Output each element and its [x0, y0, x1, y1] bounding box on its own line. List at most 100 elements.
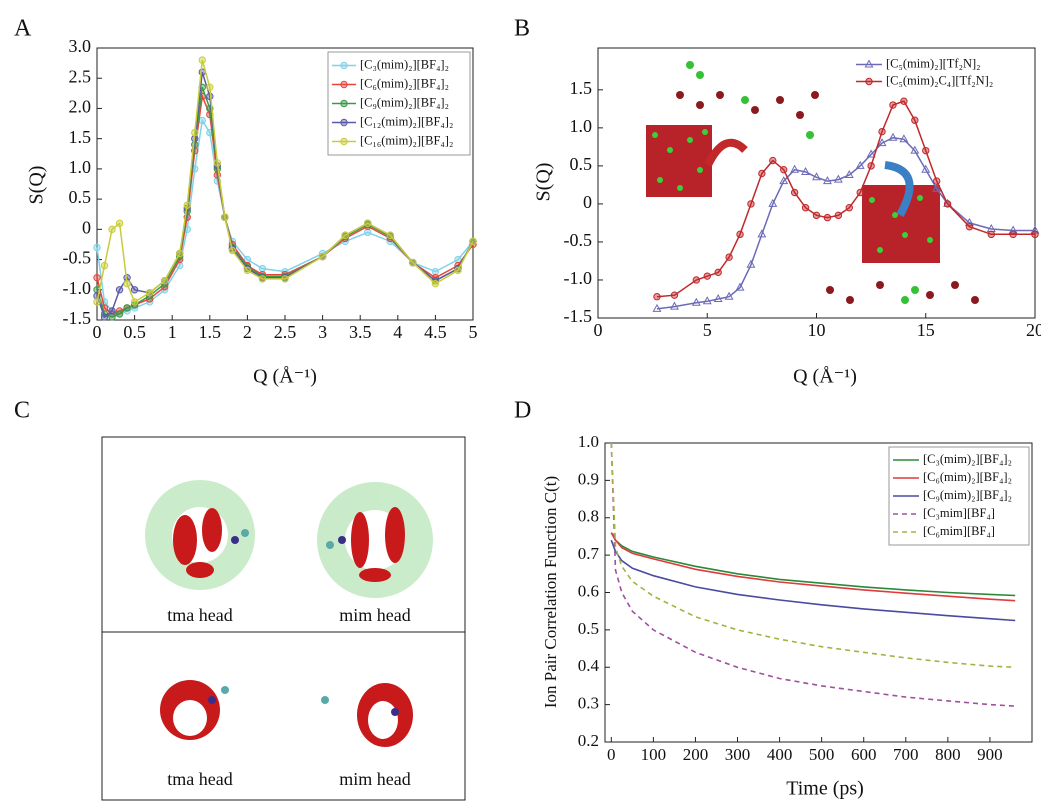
data-point: [228, 246, 237, 255]
y-tick-label: 2.0: [69, 97, 92, 117]
series-line: [610, 442, 1016, 707]
structure-caption: mim head: [339, 605, 410, 625]
y-tick-label: 0: [82, 217, 91, 237]
y-tick-label: 2.5: [69, 66, 92, 86]
data-point: [341, 231, 349, 240]
data-point: [93, 298, 101, 306]
data-point: [108, 225, 116, 234]
data-point: [910, 145, 920, 154]
y-tick-label: 0.9: [578, 469, 599, 488]
x-tick-label: 300: [725, 745, 751, 764]
data-point: [198, 116, 206, 125]
isosurface-panel: tma head mim head tma head mim head: [101, 436, 466, 801]
series-line: [96, 59, 474, 303]
data-point: [725, 253, 733, 261]
data-point: [652, 303, 662, 312]
data-point: [340, 118, 348, 127]
data-point: [714, 268, 722, 277]
y-tick-label: -1.5: [63, 308, 92, 328]
data-point: [724, 291, 734, 300]
data-point: [145, 289, 154, 297]
data-point: [932, 177, 941, 185]
legend-label: [C₅(mim)₂][Tf₂N]₂: [886, 56, 981, 70]
y-tick-label: -1.0: [63, 278, 92, 298]
data-point: [108, 313, 116, 321]
data-point: [713, 293, 723, 302]
legend-label: [C₃(mim)₂][BF₄]₂: [360, 57, 449, 71]
data-point: [431, 267, 440, 276]
legend-label: [C₆(mim)₂][BF₄]₂: [923, 470, 1012, 484]
x-tick-label: 200: [683, 745, 709, 764]
data-point: [877, 138, 887, 147]
data-point: [258, 275, 267, 283]
data-point: [702, 296, 712, 305]
x-tick-label: 0: [93, 322, 102, 342]
data-point: [93, 243, 101, 252]
y-tick-label: 3.0: [69, 36, 92, 56]
data-point: [469, 237, 477, 246]
x-tick-label: 4: [393, 322, 402, 342]
legend-label: [C₆(mim)₂][BF₄]₂: [360, 76, 449, 90]
y-tick-label: 1.0: [578, 432, 599, 451]
data-point: [900, 97, 908, 105]
simulation-box-image: [646, 61, 979, 304]
data-point: [790, 188, 799, 197]
y-axis-title: S(Q): [26, 166, 48, 205]
x-tick-label: 3: [318, 322, 327, 342]
y-tick-label: 0.6: [578, 581, 599, 600]
data-point: [123, 280, 131, 288]
x-tick-label: 3.5: [349, 322, 372, 342]
data-point: [932, 183, 942, 192]
data-point: [921, 164, 931, 173]
data-point: [735, 282, 745, 291]
data-point: [364, 219, 372, 227]
data-point: [100, 313, 109, 321]
x-tick-label: 400: [767, 745, 793, 764]
series-line: [610, 532, 1016, 597]
y-tick-label: 1.0: [69, 157, 92, 177]
series-line: [656, 136, 1035, 310]
y-tick-label: 0.5: [578, 619, 599, 638]
series-line: [610, 539, 1016, 622]
data-point: [115, 286, 124, 294]
data-point: [801, 166, 811, 175]
x-tick-label: 0.5: [123, 322, 146, 342]
data-point: [183, 201, 191, 209]
data-point: [703, 272, 711, 280]
legend-label: [C₁₆(mim)₂][BF₄]₂: [360, 133, 453, 147]
data-point: [123, 304, 131, 312]
data-point: [833, 174, 843, 183]
x-tick-label: 0: [607, 745, 616, 764]
panel-label: C: [14, 398, 30, 424]
data-point: [780, 165, 788, 174]
data-point: [692, 276, 701, 284]
data-point: [318, 252, 327, 261]
data-point: [943, 198, 953, 207]
data-point: [768, 198, 778, 207]
x-axis-title: Q (Å⁻¹): [253, 366, 317, 388]
y-tick-label: -0.5: [63, 248, 92, 268]
legend-label: [C₉(mim)₂][BF₄]₂: [923, 488, 1012, 502]
data-point: [115, 219, 124, 227]
data-point: [340, 80, 348, 89]
structure-caption: mim head: [339, 769, 410, 789]
x-tick-label: 20: [1026, 320, 1041, 340]
data-point: [844, 169, 854, 179]
data-point: [736, 230, 744, 239]
data-point: [160, 277, 169, 285]
data-point: [845, 204, 853, 212]
y-tick-label: -1.0: [564, 268, 593, 288]
legend-label: [C₆mim][BF₄]: [923, 524, 995, 538]
data-point: [454, 266, 462, 275]
data-point: [864, 59, 874, 68]
data-point: [889, 101, 897, 109]
data-point: [1031, 230, 1039, 239]
data-point: [115, 310, 124, 318]
data-point: [1008, 225, 1018, 234]
data-point: [943, 200, 952, 208]
data-point: [822, 176, 832, 185]
data-point: [206, 83, 214, 91]
data-point: [243, 266, 252, 275]
data-point: [198, 56, 206, 64]
